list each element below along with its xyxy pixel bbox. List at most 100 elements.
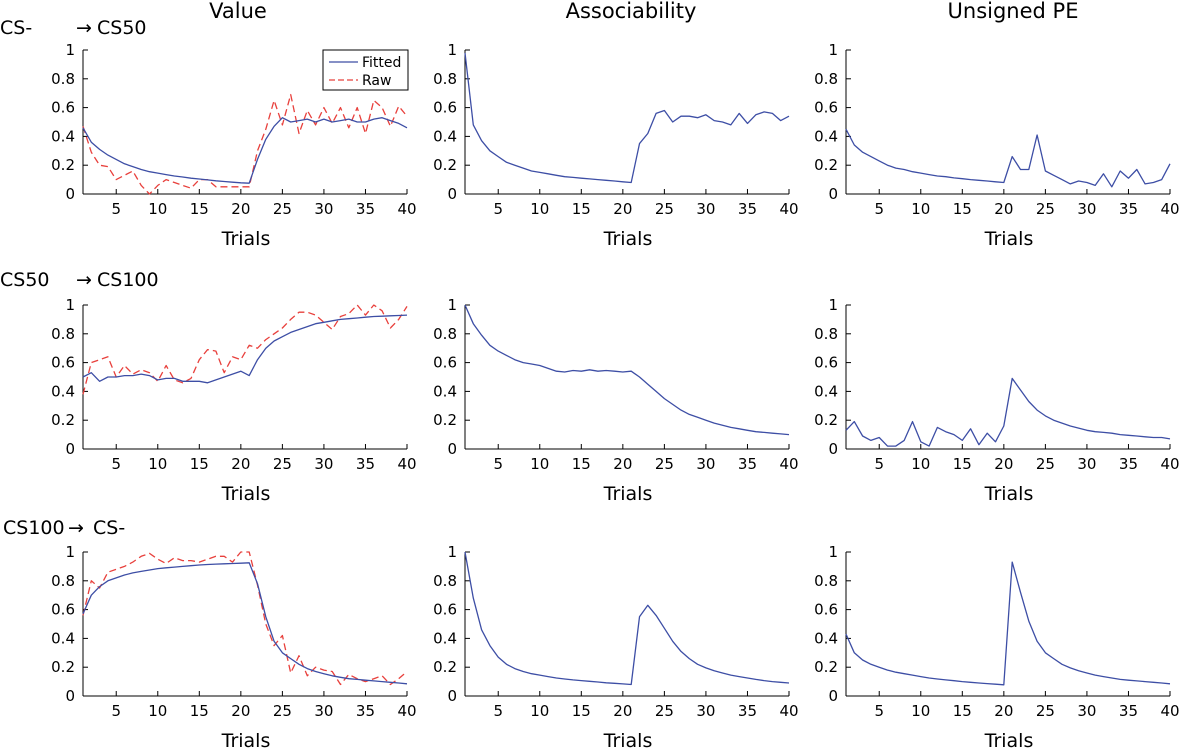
x-tick-label: 20 [231,200,250,218]
x-tick-label: 20 [613,455,632,473]
y-tick-label: 0.4 [814,629,838,647]
row-label-from: CS50 [0,269,50,291]
y-tick-label: 1 [828,543,838,561]
series-line-fitted [845,377,1171,447]
y-tick-label: 1 [447,41,457,59]
y-tick-label: 0.8 [51,572,75,590]
x-tick-label: 30 [1077,200,1096,218]
x-tick-label: 20 [613,702,632,720]
x-tick-label: 40 [397,702,416,720]
x-tick-label: 10 [530,200,549,218]
y-tick-label: 0.8 [814,572,838,590]
row-label-to: CS50 [97,17,147,39]
y-tick-label: 0 [65,440,75,458]
x-tick-label: 20 [994,702,1013,720]
series-line-fitted [845,561,1171,686]
x-tick-label: 30 [1077,702,1096,720]
x-tick-label: 25 [273,455,292,473]
x-tick-label: 30 [696,200,715,218]
legend: Fitted Raw [322,49,409,91]
legend-box [322,49,409,91]
x-tick-label: 40 [779,200,798,218]
x-tick-label: 15 [953,455,972,473]
row-label-to: CS- [93,517,125,539]
y-tick-label: 1 [65,41,75,59]
x-tick-label: 15 [190,455,209,473]
y-tick-label: 0.4 [814,127,838,145]
y-tick-label: 0.6 [433,601,457,619]
x-axis-label: Trials [603,730,653,748]
x-tick-label: 10 [148,200,167,218]
column-title-unsigned-pe: Unsigned PE [948,0,1079,23]
y-tick-label: 0.4 [433,382,457,400]
x-tick-label: 25 [273,702,292,720]
x-tick-label: 15 [572,200,591,218]
x-tick-label: 5 [874,455,884,473]
row-label-from: CS100 [3,517,65,539]
x-tick-label: 10 [911,702,930,720]
y-tick-label: 0.2 [51,411,75,429]
x-tick-label: 5 [493,200,503,218]
legend-label-raw: Raw [362,73,391,89]
x-tick-label: 15 [572,702,591,720]
y-tick-label: 0 [828,440,838,458]
y-tick-label: 0 [65,687,75,705]
y-tick-label: 0.6 [814,601,838,619]
y-tick-label: 0 [447,440,457,458]
x-tick-label: 35 [1119,455,1138,473]
y-tick-label: 1 [447,543,457,561]
y-tick-label: 0.2 [433,156,457,174]
x-tick-label: 20 [994,455,1013,473]
y-tick-label: 0.2 [51,156,75,174]
column-title-associability: Associability [566,0,697,23]
x-tick-label: 40 [1160,200,1179,218]
x-tick-label: 30 [314,455,333,473]
x-tick-label: 5 [111,200,121,218]
y-tick-label: 0 [447,185,457,203]
row-label-1: CS50 → CS100 [0,269,159,291]
x-tick-label: 30 [314,702,333,720]
x-axis-label: Trials [984,228,1034,250]
x-tick-label: 20 [231,702,250,720]
y-tick-label: 0.4 [51,127,75,145]
x-tick-label: 30 [314,200,333,218]
x-tick-label: 35 [1119,702,1138,720]
x-tick-label: 15 [190,702,209,720]
y-tick-label: 1 [65,296,75,314]
x-tick-label: 40 [1160,702,1179,720]
x-axis-label: Trials [221,228,271,250]
column-title-value: Value [209,0,267,23]
x-axis-label: Trials [221,730,271,748]
y-tick-label: 0.6 [433,354,457,372]
x-axis-label: Trials [221,483,271,505]
x-axis-label: Trials [984,483,1034,505]
series-line-raw [82,304,408,395]
series-line-fitted [82,314,408,384]
y-tick-label: 1 [447,296,457,314]
legend-label-fitted: Fitted [362,55,401,71]
y-tick-label: 0.8 [51,325,75,343]
series-line-raw [82,551,408,686]
y-tick-label: 0.6 [51,601,75,619]
x-tick-label: 35 [738,200,757,218]
x-tick-label: 5 [874,702,884,720]
x-tick-label: 40 [779,455,798,473]
y-tick-label: 0.4 [51,629,75,647]
y-tick-label: 0.8 [433,70,457,88]
x-tick-label: 20 [994,200,1013,218]
x-tick-label: 15 [190,200,209,218]
y-tick-label: 0.2 [433,658,457,676]
y-tick-label: 0.2 [814,658,838,676]
x-tick-label: 30 [696,702,715,720]
y-tick-label: 0 [828,185,838,203]
series-line-fitted [845,128,1171,188]
series-line-fitted [82,562,408,685]
y-tick-label: 0.8 [433,325,457,343]
x-tick-label: 10 [148,702,167,720]
